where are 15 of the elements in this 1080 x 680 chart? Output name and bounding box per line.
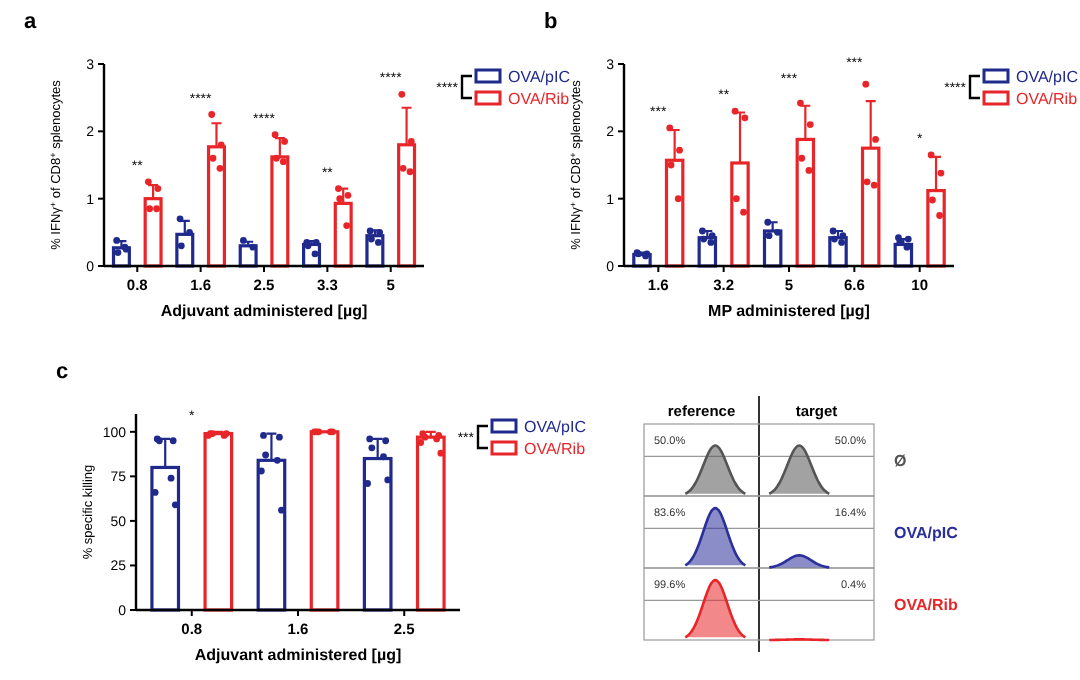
chart-title: a [24, 10, 38, 34]
legend-label: OVA/pIC [524, 417, 587, 436]
x-axis-title: MP administered [µg] [708, 302, 871, 320]
legend-label: OVA/Rib [508, 89, 571, 108]
legend-label: OVA/Rib [524, 439, 587, 458]
chart-title: b [544, 10, 558, 34]
category-label: OVA/Rib [894, 595, 958, 614]
legend-label: OVA/pIC [508, 67, 571, 86]
category-label: OVA/pIC [894, 523, 958, 542]
legend-label: OVA/Rib [1016, 89, 1079, 108]
category-label: Ø [894, 451, 907, 470]
legend-label: OVA/pIC [1016, 67, 1079, 86]
chart-title: c [56, 360, 69, 384]
x-axis-title: Adjuvant administered [µg] [194, 646, 402, 664]
x-axis-title: Adjuvant administered [µg] [160, 302, 368, 320]
